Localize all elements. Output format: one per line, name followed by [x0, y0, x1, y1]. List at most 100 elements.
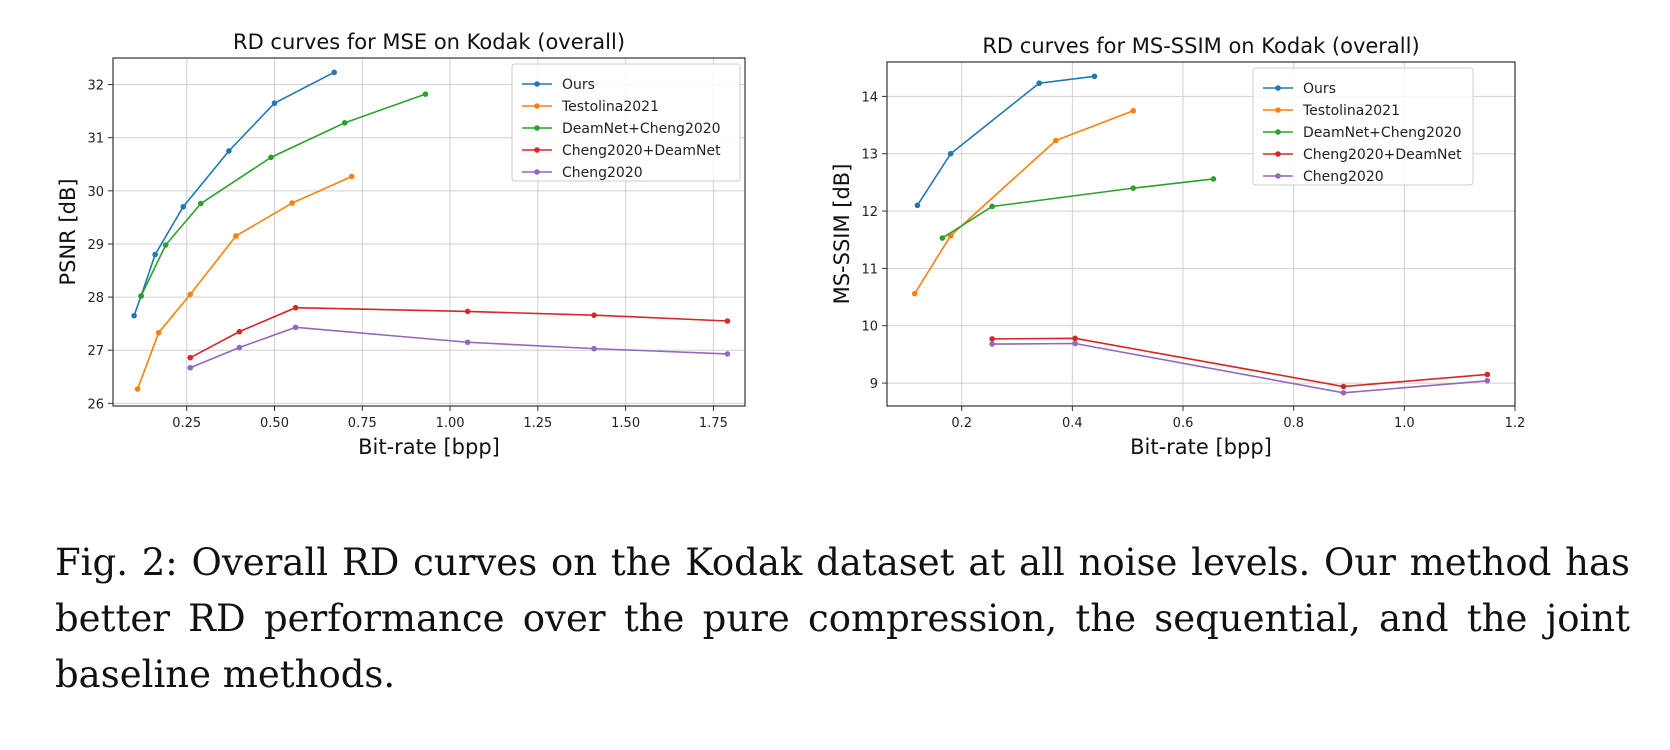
y-tick-label: 28 — [87, 291, 104, 306]
data-point — [292, 324, 299, 331]
data-point — [1210, 176, 1217, 182]
data-point — [1072, 335, 1078, 342]
data-point — [1484, 377, 1491, 384]
data-point — [331, 69, 338, 76]
y-tick-label: 30 — [87, 185, 104, 200]
data-point — [131, 312, 137, 319]
legend-swatch-marker — [534, 125, 540, 131]
y-tick-label: 14 — [861, 90, 878, 105]
legend-entry: Ours — [1303, 81, 1336, 97]
y-tick-label: 31 — [87, 132, 104, 147]
legend-box — [511, 63, 741, 182]
series-line-testolina2021 — [913, 109, 1134, 295]
y-axis-label: MS-SSIM [dB] — [830, 164, 854, 305]
data-point — [292, 304, 299, 311]
data-point — [989, 341, 995, 347]
series-line-cheng2020 — [189, 326, 728, 369]
y-tick-label: 10 — [861, 320, 878, 335]
plot-frame — [886, 61, 1516, 407]
legend-entry: Testolina2021 — [561, 99, 659, 115]
data-point — [138, 293, 144, 299]
data-point — [911, 290, 918, 297]
x-tick-label: 0.25 — [172, 416, 201, 431]
y-tick-label: 9 — [870, 377, 878, 392]
legend-swatch-marker — [534, 169, 540, 175]
legend-entry: DeamNet+Cheng2020 — [562, 121, 721, 137]
data-point — [989, 336, 995, 342]
plot-frame — [112, 57, 746, 407]
data-point — [464, 339, 471, 346]
data-point — [1091, 73, 1098, 80]
series-line-deamnet-cheng2020 — [140, 93, 426, 297]
data-point — [1072, 340, 1078, 347]
data-point — [271, 100, 278, 106]
y-tick-label: 12 — [861, 205, 878, 220]
data-point — [187, 364, 194, 371]
legend-swatch-marker — [1275, 85, 1281, 91]
legend-swatch-marker — [534, 81, 540, 87]
data-point — [422, 91, 429, 97]
data-point — [1340, 383, 1347, 390]
series-line-cheng2020-deamnet — [189, 306, 728, 359]
x-tick-label: 0.75 — [348, 416, 377, 431]
psnr-rd-chart: 0.25 0.50 0.75 1.00 1.25 1.50 1.75 26 27 28 29 30 31… — [56, 30, 746, 459]
x-tick-label: 1.2 — [1505, 416, 1526, 431]
data-point — [947, 150, 954, 157]
data-point — [1052, 137, 1059, 144]
legend-swatch-marker — [534, 103, 540, 109]
y-axis-label: PSNR [dB] — [56, 178, 80, 285]
legend-entry: Cheng2020+DeamNet — [1303, 147, 1462, 163]
x-axis-label: Bit-rate [bpp] — [358, 435, 500, 459]
legend-entry: Cheng2020 — [1303, 169, 1384, 185]
data-point — [724, 318, 731, 324]
data-point — [236, 328, 243, 335]
data-point — [268, 154, 274, 161]
data-point — [1036, 80, 1042, 87]
data-point — [1340, 390, 1347, 396]
figure-caption: Fig. 2: Overall RD curves on the Kodak d… — [55, 541, 1630, 696]
data-point — [187, 354, 194, 361]
data-point — [155, 329, 162, 336]
series-line-cheng2020-deamnet — [992, 337, 1488, 388]
data-point — [197, 200, 204, 207]
legend-swatch-marker — [1275, 173, 1281, 179]
legend-swatch-marker — [1275, 129, 1281, 135]
data-point — [348, 173, 355, 180]
x-tick-label: 0.4 — [1062, 416, 1083, 431]
y-tick-label: 11 — [861, 262, 878, 277]
data-point — [989, 203, 995, 210]
legend-swatch-marker — [534, 147, 540, 153]
data-point — [1130, 107, 1137, 114]
x-tick-label: 1.50 — [611, 416, 640, 431]
data-point — [939, 235, 946, 241]
x-tick-label: 1.25 — [523, 416, 552, 431]
data-point — [591, 345, 597, 352]
legend-box — [1252, 67, 1474, 186]
series-line-ours — [916, 75, 1095, 206]
series-line-deamnet-cheng2020 — [941, 178, 1214, 239]
x-axis-label: Bit-rate [bpp] — [1130, 435, 1272, 459]
data-point — [341, 120, 348, 126]
data-point — [1130, 185, 1137, 191]
data-point — [464, 308, 471, 315]
data-point — [236, 344, 243, 351]
x-tick-label: 1.0 — [1394, 416, 1415, 431]
y-tick-label: 13 — [861, 148, 878, 163]
data-point — [233, 233, 239, 239]
y-tick-label: 26 — [87, 397, 104, 412]
data-point — [724, 351, 731, 357]
x-tick-label: 1.75 — [699, 416, 728, 431]
series-line-ours — [133, 71, 335, 316]
legend-entry: Cheng2020 — [562, 165, 643, 181]
ms-ssim-rd-chart: 0.2 0.4 0.6 0.8 1.0 1.2 9 10 11 12 13 14 RD curves f… — [830, 34, 1526, 459]
data-point — [152, 251, 158, 258]
y-tick-label: 32 — [87, 79, 104, 94]
x-tick-label: 0.8 — [1283, 416, 1304, 431]
legend-swatch-marker — [1275, 151, 1281, 157]
chart-title: RD curves for MSE on Kodak (overall) — [233, 30, 625, 54]
data-point — [162, 242, 169, 248]
y-tick-label: 29 — [87, 238, 104, 253]
legend-entry: Testolina2021 — [1302, 103, 1400, 119]
data-point — [180, 203, 187, 210]
x-tick-label: 1.00 — [436, 416, 465, 431]
